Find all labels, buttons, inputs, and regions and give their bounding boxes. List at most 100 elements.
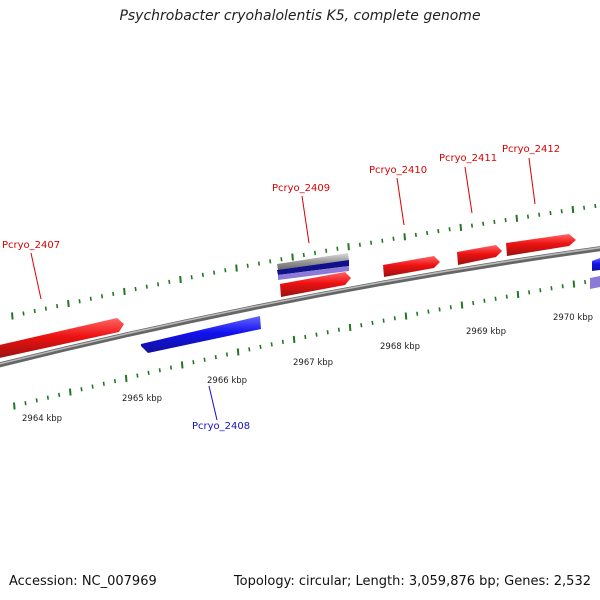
inner-tick xyxy=(169,365,173,370)
outer-tick xyxy=(179,275,182,284)
outer-tick xyxy=(381,238,384,243)
gene-arrow-pcryo-2410[interactable] xyxy=(383,256,440,277)
outer-tick xyxy=(123,287,126,295)
gene-track xyxy=(0,234,576,359)
outer-tick xyxy=(459,223,463,231)
inner-tick xyxy=(505,294,508,299)
inner-tick-track xyxy=(13,277,598,410)
tick-label-2969: 2969 kbp xyxy=(466,327,506,337)
outer-tick xyxy=(515,214,519,222)
inner-tick xyxy=(360,323,363,328)
inner-tick xyxy=(584,279,587,285)
outer-tick xyxy=(280,257,283,262)
genome-backbone xyxy=(0,246,600,368)
outer-tick xyxy=(246,263,249,268)
gene-arrow-pcryo-2412[interactable] xyxy=(506,234,576,256)
outer-tick xyxy=(157,282,160,287)
gene-label-pcryo-2408[interactable]: Pcryo_2408 xyxy=(192,421,250,432)
label-leaders xyxy=(30,157,536,300)
outer-tick xyxy=(414,232,417,238)
inner-tick xyxy=(80,387,83,392)
inner-tick xyxy=(236,348,240,356)
inner-tick xyxy=(35,398,38,403)
inner-tick xyxy=(371,320,374,326)
outer-tick xyxy=(526,214,530,219)
tick-label-2965: 2965 kbp xyxy=(122,394,162,404)
inner-tick xyxy=(281,339,284,345)
inner-tick xyxy=(472,300,475,306)
gene-arrow-pcryo-2409[interactable] xyxy=(280,272,351,297)
outer-tick xyxy=(470,223,474,228)
outer-tick xyxy=(448,227,451,232)
outer-tick xyxy=(145,284,148,289)
inner-tick xyxy=(270,342,273,347)
gene-label-pcryo-2410[interactable]: Pcryo_2410 xyxy=(369,165,427,176)
gene-label-pcryo-2412[interactable]: Pcryo_2412 xyxy=(502,144,560,155)
genome-backbone-highlight xyxy=(0,246,600,365)
outer-tick xyxy=(78,299,81,304)
outer-tick xyxy=(33,308,36,314)
inner-tick xyxy=(427,309,430,314)
inner-tick xyxy=(292,335,296,343)
tick-label-2967: 2967 kbp xyxy=(293,358,333,368)
outer-tick xyxy=(538,212,541,217)
inner-tick xyxy=(248,347,251,352)
inner-tick xyxy=(46,395,49,400)
outer-tick xyxy=(168,279,171,285)
outer-tick xyxy=(190,275,193,280)
outer-tick xyxy=(437,228,440,234)
feature-grey xyxy=(277,253,349,270)
outer-tick xyxy=(583,205,586,210)
inner-tick xyxy=(225,352,229,357)
accession-text: Accession: NC_007969 xyxy=(9,574,157,589)
inner-tick xyxy=(13,402,16,410)
inner-tick xyxy=(24,401,27,406)
inner-tick xyxy=(326,330,329,335)
gene-label-pcryo-2407[interactable]: Pcryo_2407 xyxy=(2,240,60,251)
inner-tick xyxy=(550,286,553,291)
inner-tick xyxy=(516,290,520,299)
gene-label-pcryo-2411[interactable]: Pcryo_2411 xyxy=(439,153,497,164)
outer-tick xyxy=(504,217,507,223)
outer-tick xyxy=(213,270,216,275)
inner-tick xyxy=(438,307,441,312)
feature-dark-blue xyxy=(277,260,349,275)
outer-tick xyxy=(560,209,563,214)
outer-tick xyxy=(56,303,59,309)
gene-arrow-pcryo-2407[interactable] xyxy=(0,318,124,359)
outer-tick-track xyxy=(11,203,597,320)
partial-feature xyxy=(590,276,600,289)
gene-label-pcryo-2409[interactable]: Pcryo_2409 xyxy=(272,183,330,194)
inner-tick xyxy=(528,290,531,295)
outer-tick xyxy=(100,294,104,299)
inner-tick xyxy=(58,392,61,398)
gene-arrow-pcryo-2408[interactable] xyxy=(141,316,261,353)
gene-arrow-pcryo-2411[interactable] xyxy=(457,245,502,265)
inner-tick xyxy=(494,296,497,301)
outer-tick xyxy=(325,248,328,253)
inner-tick xyxy=(382,318,385,323)
inner-tick xyxy=(158,368,161,373)
inner-tick xyxy=(449,305,452,310)
outer-tick xyxy=(336,246,339,251)
tick-label-2968: 2968 kbp xyxy=(380,342,420,352)
outer-tick xyxy=(403,233,406,241)
inner-tick xyxy=(113,378,117,384)
outer-tick xyxy=(67,300,70,308)
inner-tick xyxy=(404,312,408,320)
inner-tick xyxy=(180,361,184,369)
outer-tick xyxy=(269,259,272,264)
outer-tick xyxy=(358,242,361,247)
outer-tick xyxy=(22,311,25,316)
tick-label-2966: 2966 kbp xyxy=(207,376,247,386)
outer-tick xyxy=(302,252,305,258)
inner-tick xyxy=(561,284,564,289)
outer-tick xyxy=(257,261,261,266)
feature-lavender xyxy=(278,266,349,280)
inner-tick xyxy=(572,280,576,288)
outer-tick xyxy=(201,272,204,278)
outer-tick xyxy=(313,250,317,256)
map-title: Psychrobacter cryohalolentis K5, complet… xyxy=(119,8,481,24)
inner-tick xyxy=(91,384,94,389)
outer-tick xyxy=(112,291,115,297)
